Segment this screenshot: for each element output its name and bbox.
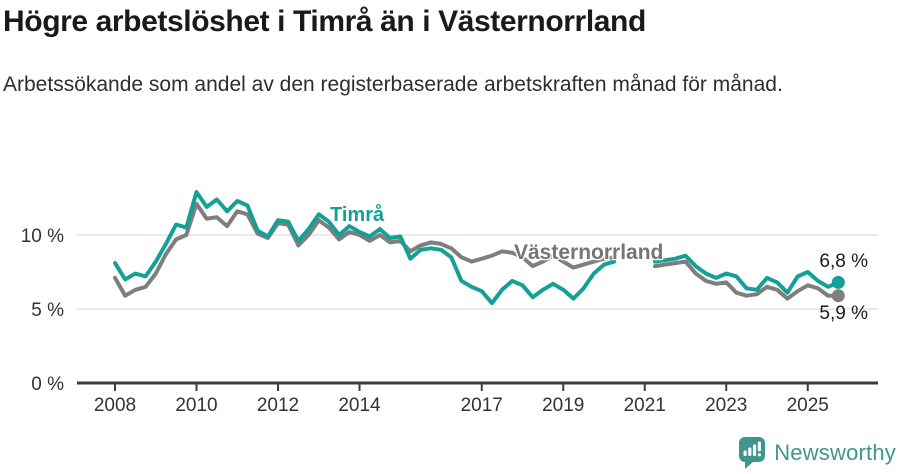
- series-label-timra: Timrå: [330, 204, 385, 226]
- end-value-label-vasternorrland: 5,9 %: [819, 303, 868, 324]
- series-line-västernorrland: [113, 201, 841, 301]
- series-end-dot-timrå: [831, 275, 845, 289]
- x-tick-label: 2014: [338, 395, 381, 416]
- x-tick-label: 2010: [175, 395, 217, 416]
- y-tick-label: 10 %: [21, 226, 64, 247]
- end-value-label-timra: 6,8 %: [819, 251, 868, 272]
- chart-title: Högre arbetslöshet i Timrå än i Västerno…: [3, 5, 646, 38]
- x-tick-label: 2021: [624, 395, 666, 416]
- x-tick-label: 2025: [787, 395, 829, 416]
- x-tick-label: 2023: [705, 395, 747, 416]
- brand-name: Newsworthy: [774, 440, 896, 465]
- newsworthy-logo-icon: [739, 437, 766, 469]
- y-tick-label: 0 %: [31, 374, 64, 395]
- newsworthy-footer: Newsworthy: [738, 436, 896, 470]
- x-tick-label: 2017: [461, 395, 503, 416]
- chart-subtitle: Arbetssökande som andel av den registerb…: [3, 73, 783, 96]
- y-tick-label: 5 %: [31, 300, 64, 321]
- x-tick-label: 2019: [542, 395, 584, 416]
- series-line-timrå: [113, 190, 841, 306]
- series-label-vasternorrland: Västernorrland: [514, 241, 664, 264]
- x-tick-label: 2008: [94, 395, 136, 416]
- x-tick-label: 2012: [257, 395, 299, 416]
- series-end-dot-västernorrland: [831, 289, 845, 303]
